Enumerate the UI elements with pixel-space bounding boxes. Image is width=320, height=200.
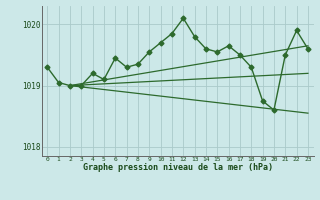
X-axis label: Graphe pression niveau de la mer (hPa): Graphe pression niveau de la mer (hPa) — [83, 163, 273, 172]
